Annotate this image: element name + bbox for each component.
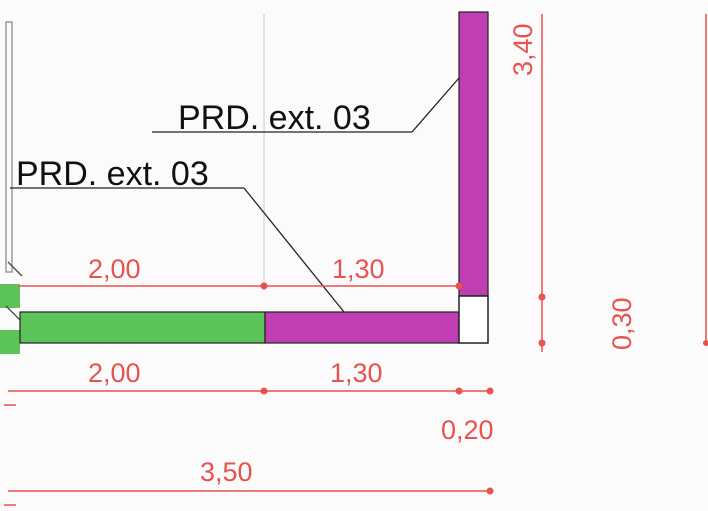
magenta-wall-segment [264,311,460,344]
lower-wall-label: PRD. ext. 03 [16,155,209,193]
dimension-label-lower-left: 2,00 [88,358,141,388]
dimension-tick [260,387,268,395]
upper-label-leader [411,77,460,133]
corner-column [458,295,489,344]
dimension-tick [455,387,463,395]
upper-wall-label: PRD. ext. 03 [178,99,371,137]
dimension-label-vertical-height: 3,40 [508,23,538,76]
lower-label-leader [243,187,345,313]
dimension-tick [260,282,268,290]
dimension-label-small-gap: 0,20 [441,415,494,445]
dimension-label-upper-right: 1,30 [332,254,385,284]
vertical-magenta-wall [458,11,489,297]
left-wall-hatch [7,261,23,277]
dimension-tick [703,340,708,346]
dimension-label-lower-right: 1,30 [330,358,383,388]
dimension-tick [538,339,546,347]
dimension-label-vertical-small: 0,30 [607,297,637,350]
dimension-tick [486,487,494,495]
left-green-segment-lower [0,330,20,354]
dimension-label-upper-left: 2,00 [88,254,141,284]
dimension-tick [538,293,546,301]
left-green-segment [0,284,20,308]
left-break-line [5,305,21,321]
left-wall-outline [5,21,13,273]
dimension-tick [455,282,463,290]
dimension-label-total: 3,50 [200,457,253,487]
dimension-tick [486,387,494,395]
green-wall-segment [19,311,266,344]
